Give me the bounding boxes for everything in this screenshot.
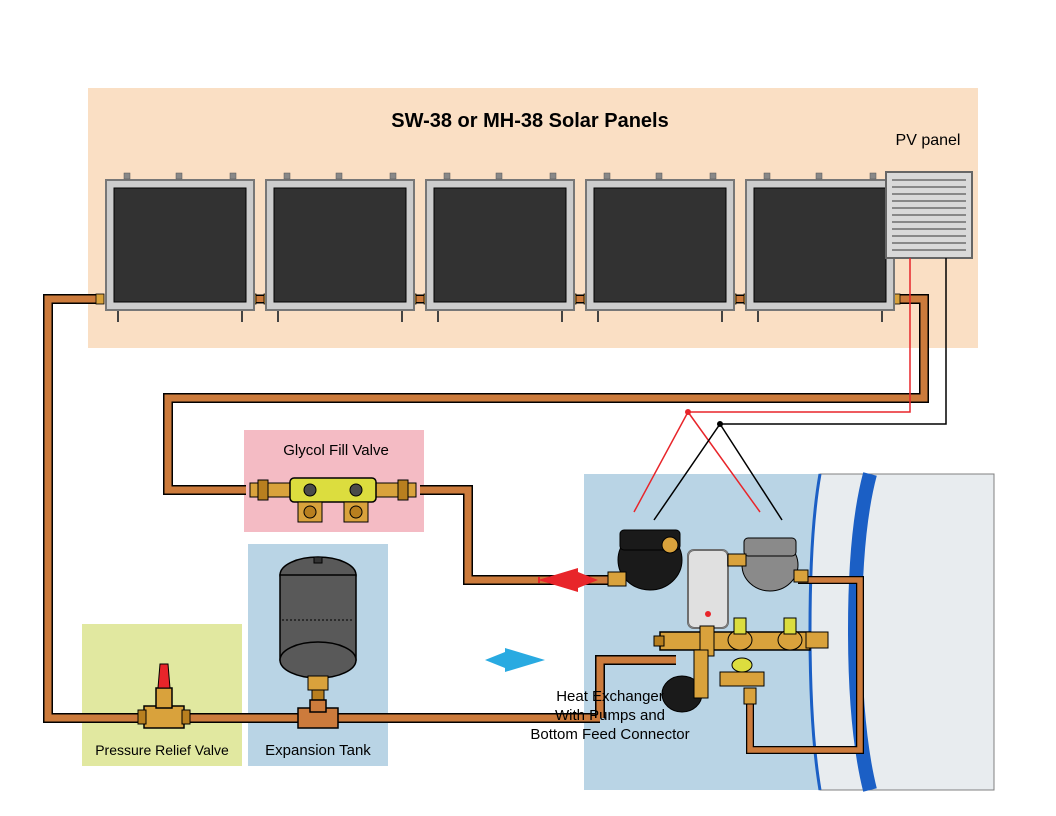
solar-panel-1 [106, 173, 254, 322]
solar-system-diagram: SW-38 or MH-38 Solar Panels PV panel Gly… [0, 0, 1056, 816]
pressure-relief-label: Pressure Relief Valve [86, 742, 238, 758]
glycol-label: Glycol Fill Valve [256, 442, 416, 459]
solar-panel-3 [426, 173, 574, 322]
solar-panel-5 [746, 173, 894, 322]
solar-panel-4 [586, 173, 734, 322]
heat-exchanger-label: Heat Exchanger With Pumps and Bottom Fee… [500, 688, 720, 744]
solar-panels [106, 173, 894, 322]
expansion-label: Expansion Tank [256, 742, 380, 759]
solar-panel-2 [266, 173, 414, 322]
water-tank [810, 474, 994, 790]
cold-flow-arrow-icon [485, 648, 545, 672]
pv-panel-label: PV panel [878, 132, 978, 150]
pv-panel [886, 172, 972, 258]
diagram-title: SW-38 or MH-38 Solar Panels [340, 110, 720, 133]
